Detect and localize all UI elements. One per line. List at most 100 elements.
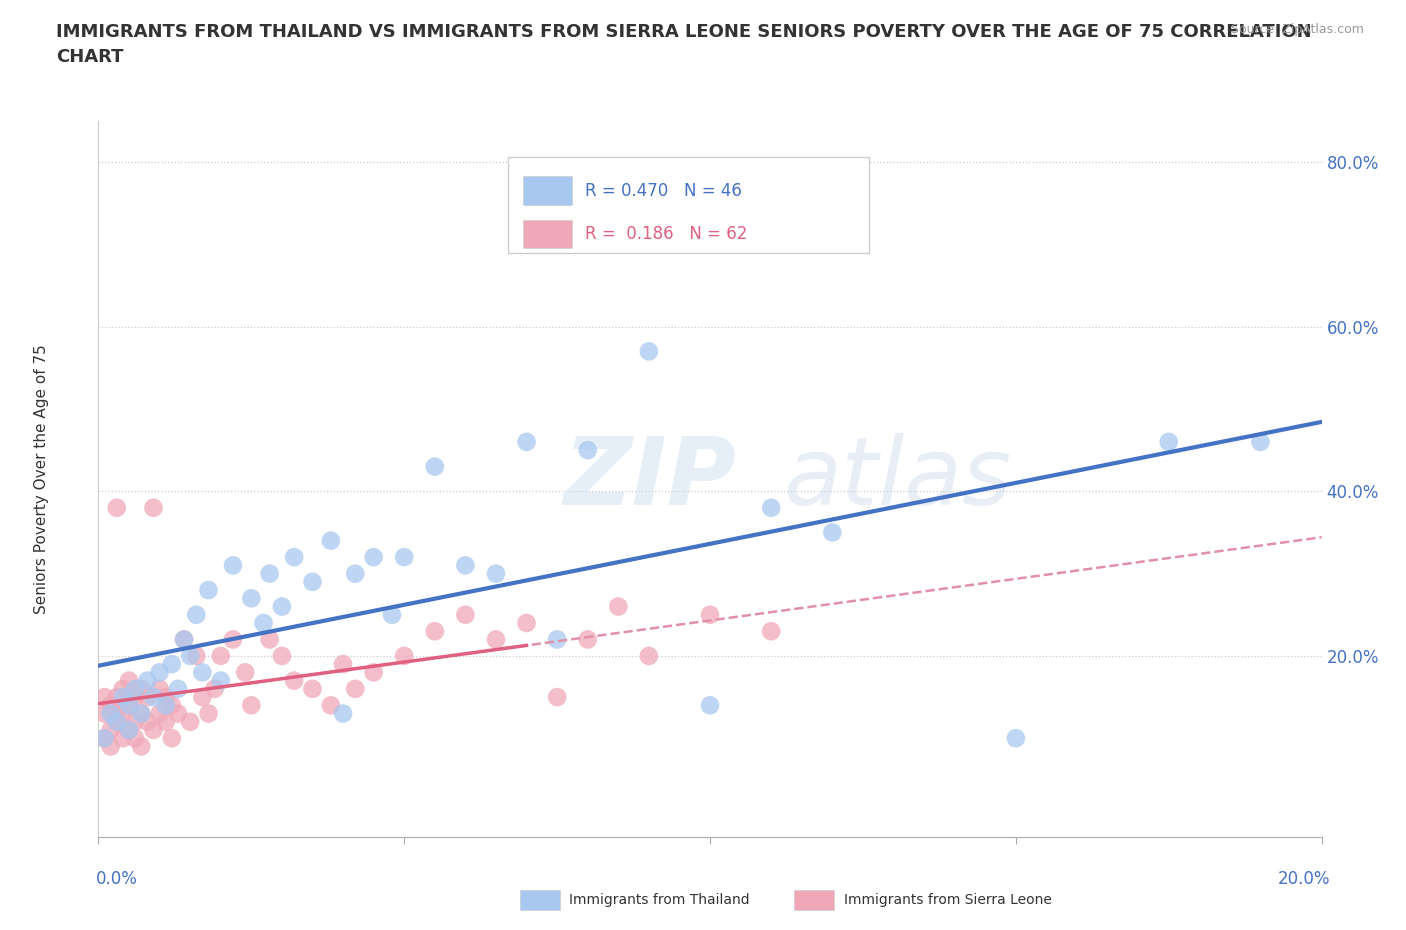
Point: [209, 648, 232, 663]
Point: [485, 632, 508, 647]
Point: [105, 714, 128, 729]
Text: 0.0%: 0.0%: [96, 870, 138, 888]
Point: [93, 706, 115, 721]
Point: [142, 500, 165, 515]
Point: [124, 731, 146, 746]
Point: [124, 682, 146, 697]
Point: [344, 682, 367, 697]
Point: [516, 434, 538, 449]
Point: [191, 690, 214, 705]
Point: [155, 698, 177, 712]
Point: [576, 632, 599, 647]
Point: [759, 500, 782, 515]
Point: [222, 632, 245, 647]
Point: [381, 607, 404, 622]
Point: [637, 648, 661, 663]
Point: [209, 673, 232, 688]
Point: [259, 632, 281, 647]
Point: [222, 558, 245, 573]
Point: [155, 714, 177, 729]
Text: Immigrants from Thailand: Immigrants from Thailand: [569, 893, 749, 908]
Point: [149, 682, 172, 697]
Point: [197, 706, 219, 721]
Point: [270, 599, 292, 614]
Point: [270, 648, 292, 663]
Point: [546, 690, 568, 705]
Point: [204, 682, 226, 697]
Text: R =  0.186   N = 62: R = 0.186 N = 62: [585, 225, 748, 243]
Point: [363, 550, 385, 565]
Point: [100, 739, 122, 754]
Point: [259, 566, 281, 581]
Point: [179, 648, 201, 663]
Point: [129, 739, 152, 754]
Text: Seniors Poverty Over the Age of 75: Seniors Poverty Over the Age of 75: [35, 344, 49, 614]
Bar: [523, 176, 572, 205]
Point: [93, 731, 115, 746]
Point: [136, 673, 159, 688]
Point: [136, 714, 159, 729]
Point: [142, 690, 165, 705]
Point: [1157, 434, 1180, 449]
Point: [607, 599, 630, 614]
Point: [173, 632, 195, 647]
Point: [129, 706, 152, 721]
Point: [100, 723, 122, 737]
Point: [191, 665, 214, 680]
Point: [118, 698, 141, 712]
Point: [105, 714, 128, 729]
Point: [155, 690, 177, 705]
Point: [423, 624, 446, 639]
Point: [136, 690, 159, 705]
Point: [160, 698, 183, 712]
Point: [392, 550, 416, 565]
Point: [111, 690, 134, 705]
Point: [186, 607, 208, 622]
Point: [485, 566, 508, 581]
Point: [576, 443, 599, 458]
Point: [197, 582, 219, 597]
Point: [173, 632, 195, 647]
Point: [160, 731, 183, 746]
Point: [105, 706, 128, 721]
Point: [160, 657, 183, 671]
Point: [240, 591, 263, 605]
Point: [699, 607, 721, 622]
Point: [821, 525, 844, 540]
Point: [332, 706, 354, 721]
Point: [118, 723, 141, 737]
Point: [124, 690, 146, 705]
Point: [142, 723, 165, 737]
Point: [240, 698, 263, 712]
Point: [363, 665, 385, 680]
Bar: [523, 219, 572, 248]
Text: IMMIGRANTS FROM THAILAND VS IMMIGRANTS FROM SIERRA LEONE SENIORS POVERTY OVER TH: IMMIGRANTS FROM THAILAND VS IMMIGRANTS F…: [56, 23, 1312, 66]
Point: [699, 698, 721, 712]
Point: [186, 648, 208, 663]
Point: [516, 616, 538, 631]
Point: [129, 682, 152, 697]
Point: [454, 607, 477, 622]
Point: [129, 706, 152, 721]
Text: Immigrants from Sierra Leone: Immigrants from Sierra Leone: [844, 893, 1052, 908]
Text: Source: ZipAtlas.com: Source: ZipAtlas.com: [1230, 23, 1364, 36]
Point: [546, 632, 568, 647]
Point: [149, 665, 172, 680]
Point: [454, 558, 477, 573]
Point: [100, 698, 122, 712]
Point: [301, 682, 323, 697]
Point: [423, 459, 446, 474]
Point: [301, 575, 323, 590]
Point: [332, 657, 354, 671]
Point: [283, 673, 305, 688]
Point: [759, 624, 782, 639]
Point: [100, 706, 122, 721]
Point: [319, 533, 342, 548]
Point: [111, 706, 134, 721]
Point: [105, 690, 128, 705]
Point: [637, 344, 661, 359]
Point: [118, 723, 141, 737]
Point: [233, 665, 256, 680]
Point: [179, 714, 201, 729]
Point: [105, 500, 128, 515]
